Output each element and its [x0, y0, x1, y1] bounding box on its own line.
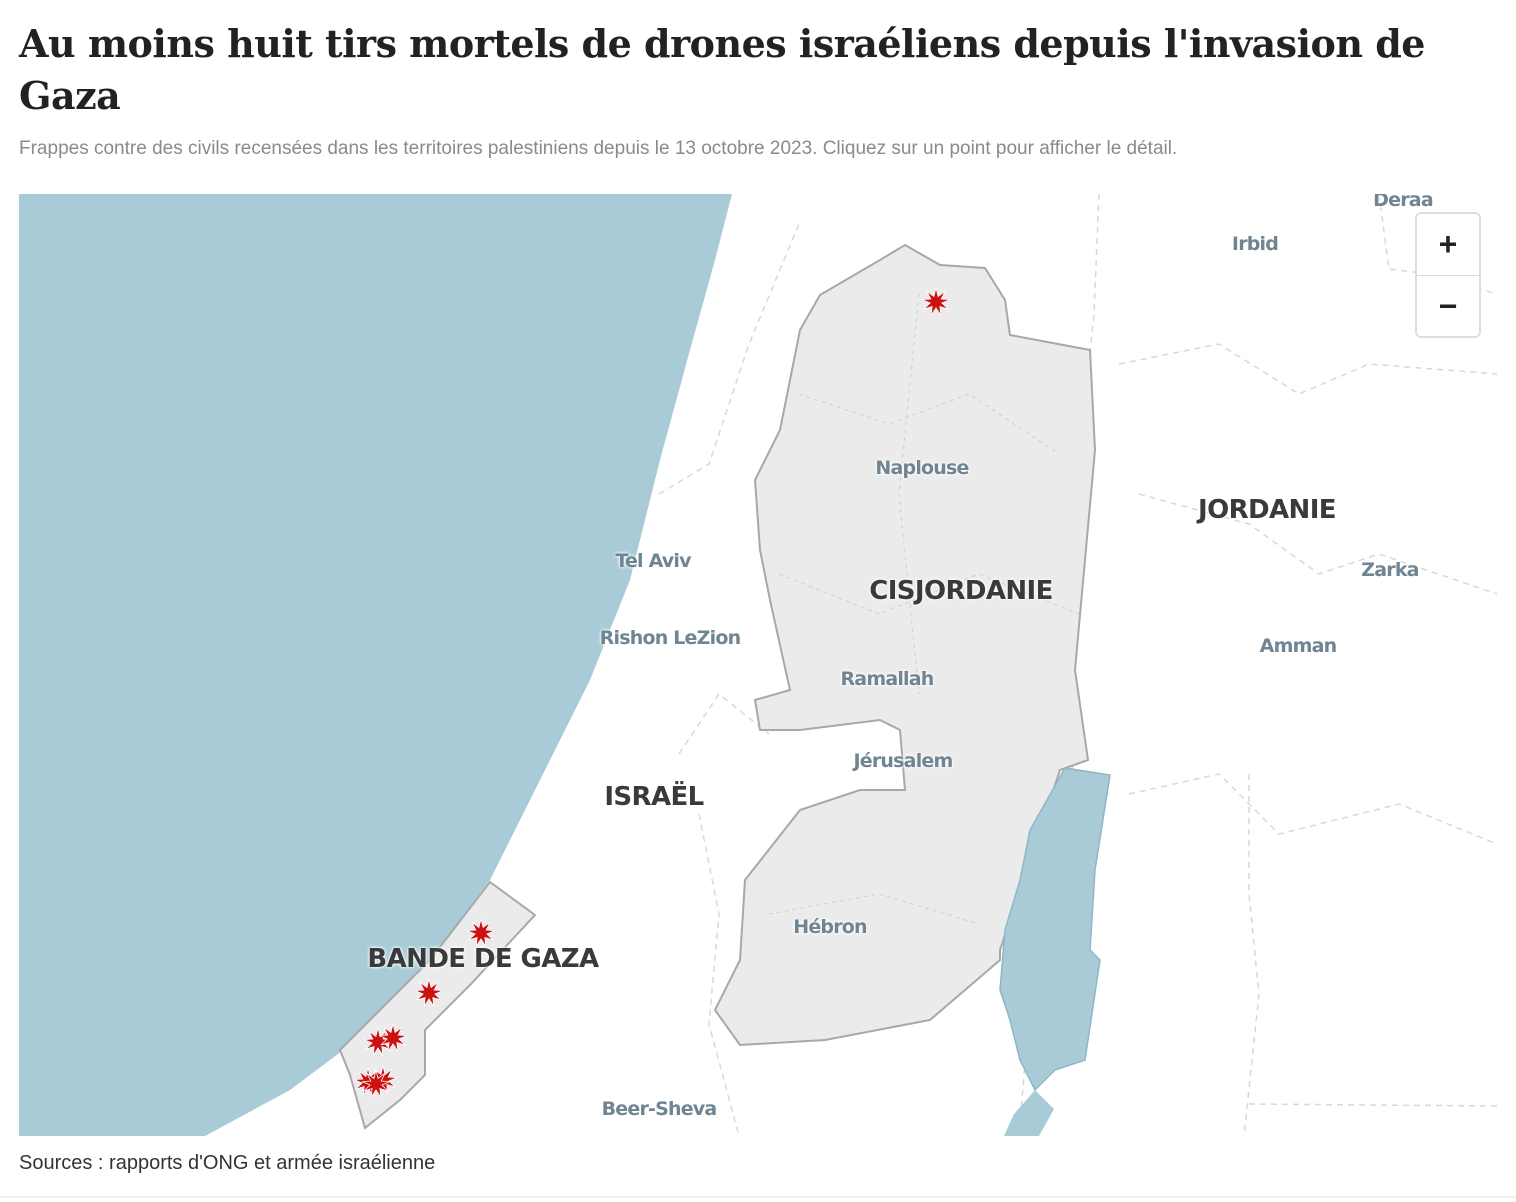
city-label: Naplouse	[875, 457, 969, 479]
city-label: Zarka	[1361, 559, 1419, 581]
subtitle: Frappes contre des civils recensées dans…	[19, 138, 1178, 159]
region-label: JORDANIE	[1198, 495, 1337, 525]
border	[1248, 1103, 1497, 1107]
district-line	[898, 293, 920, 695]
border	[1378, 194, 1497, 295]
city-label: Rishon LeZion	[599, 627, 741, 649]
strike-marker[interactable]	[364, 1027, 392, 1056]
divider	[0, 1196, 1516, 1198]
border	[1118, 343, 1497, 395]
zoom-in-button[interactable]: +	[1417, 214, 1479, 276]
west-bank-districts	[768, 293, 1080, 925]
city-label: Beer-Sheva	[601, 1098, 718, 1120]
region-label: ISRAËL	[604, 782, 704, 812]
zoom-control: + −	[1415, 212, 1481, 338]
strike-marker[interactable]	[415, 978, 443, 1007]
gaza-strip	[338, 880, 537, 1130]
sea	[19, 194, 732, 1136]
border	[658, 223, 800, 495]
district-line	[778, 573, 1080, 615]
city-label: Jérusalem	[853, 750, 954, 772]
source: Sources : rapports d'ONG et armée israél…	[19, 1152, 436, 1174]
city-label: Irbid	[1231, 233, 1279, 255]
border	[1128, 773, 1497, 845]
strike-marker[interactable]	[922, 287, 950, 316]
strike-markers	[354, 287, 950, 1098]
map[interactable]: Deraa Irbid Naplouse Tel Aviv Zarka Rish…	[19, 194, 1497, 1136]
district-line	[798, 393, 1060, 455]
border	[678, 692, 770, 755]
title: Au moins huit tirs mortels de drones isr…	[19, 21, 1425, 118]
zoom-out-button[interactable]: −	[1438, 288, 1458, 324]
region-label: CISJORDANIE	[869, 576, 1053, 606]
strike-marker[interactable]	[379, 1023, 407, 1052]
map-canvas	[19, 194, 1497, 1136]
strike-marker[interactable]	[467, 918, 495, 947]
city-label: Amman	[1259, 635, 1337, 657]
west-bank	[713, 243, 1097, 1047]
city-label: Deraa	[1373, 194, 1433, 211]
city-label: Tel Aviv	[615, 550, 691, 572]
border	[1138, 493, 1497, 595]
border	[698, 813, 740, 1136]
strike-marker[interactable]	[362, 1069, 390, 1098]
gulf	[1004, 1090, 1054, 1136]
border	[1243, 774, 1260, 1136]
city-label: Hébron	[793, 916, 867, 938]
region-label: BANDE DE GAZA	[367, 944, 599, 974]
city-label: Ramallah	[840, 668, 934, 690]
